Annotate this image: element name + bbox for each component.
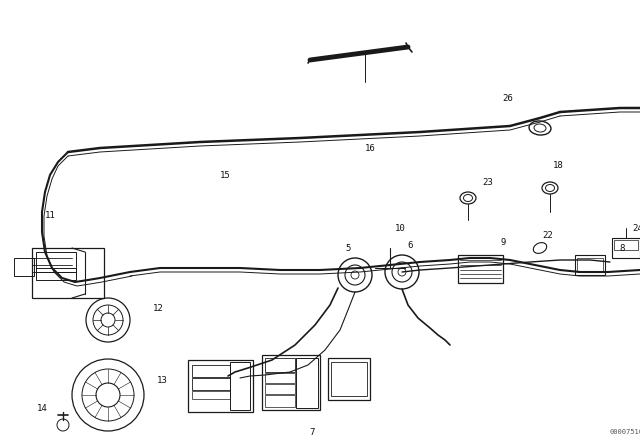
Bar xyxy=(188,360,253,412)
Bar xyxy=(36,252,76,272)
Text: 23: 23 xyxy=(483,177,493,186)
Bar xyxy=(577,258,603,272)
Text: 24: 24 xyxy=(632,224,640,233)
Bar xyxy=(458,255,503,283)
Bar xyxy=(192,365,230,377)
Bar xyxy=(192,391,230,399)
Text: 12: 12 xyxy=(152,303,163,313)
Text: 8: 8 xyxy=(620,244,625,253)
Bar xyxy=(612,238,640,258)
Bar xyxy=(265,384,295,394)
Bar xyxy=(192,378,230,390)
Bar xyxy=(14,258,34,276)
Bar xyxy=(265,358,295,372)
Text: 13: 13 xyxy=(157,375,168,384)
Bar xyxy=(328,358,370,400)
Text: 00007510: 00007510 xyxy=(610,429,640,435)
Text: 16: 16 xyxy=(365,143,376,152)
Text: 26: 26 xyxy=(502,94,513,103)
Bar xyxy=(331,362,367,396)
Bar xyxy=(614,240,638,250)
Text: 5: 5 xyxy=(346,244,351,253)
Bar xyxy=(262,355,320,410)
Text: 14: 14 xyxy=(36,404,47,413)
Text: 9: 9 xyxy=(500,237,506,246)
Bar xyxy=(296,358,318,408)
Text: 22: 22 xyxy=(543,231,554,240)
Bar xyxy=(575,255,605,275)
Text: 7: 7 xyxy=(309,427,315,436)
Text: 6: 6 xyxy=(407,241,413,250)
Bar xyxy=(36,268,76,280)
Text: 15: 15 xyxy=(220,171,230,180)
Text: 10: 10 xyxy=(395,224,405,233)
Bar xyxy=(32,248,104,298)
Bar xyxy=(265,373,295,383)
Bar xyxy=(230,362,250,410)
Text: 11: 11 xyxy=(45,211,56,220)
Text: 18: 18 xyxy=(552,160,563,169)
Bar xyxy=(265,395,295,407)
